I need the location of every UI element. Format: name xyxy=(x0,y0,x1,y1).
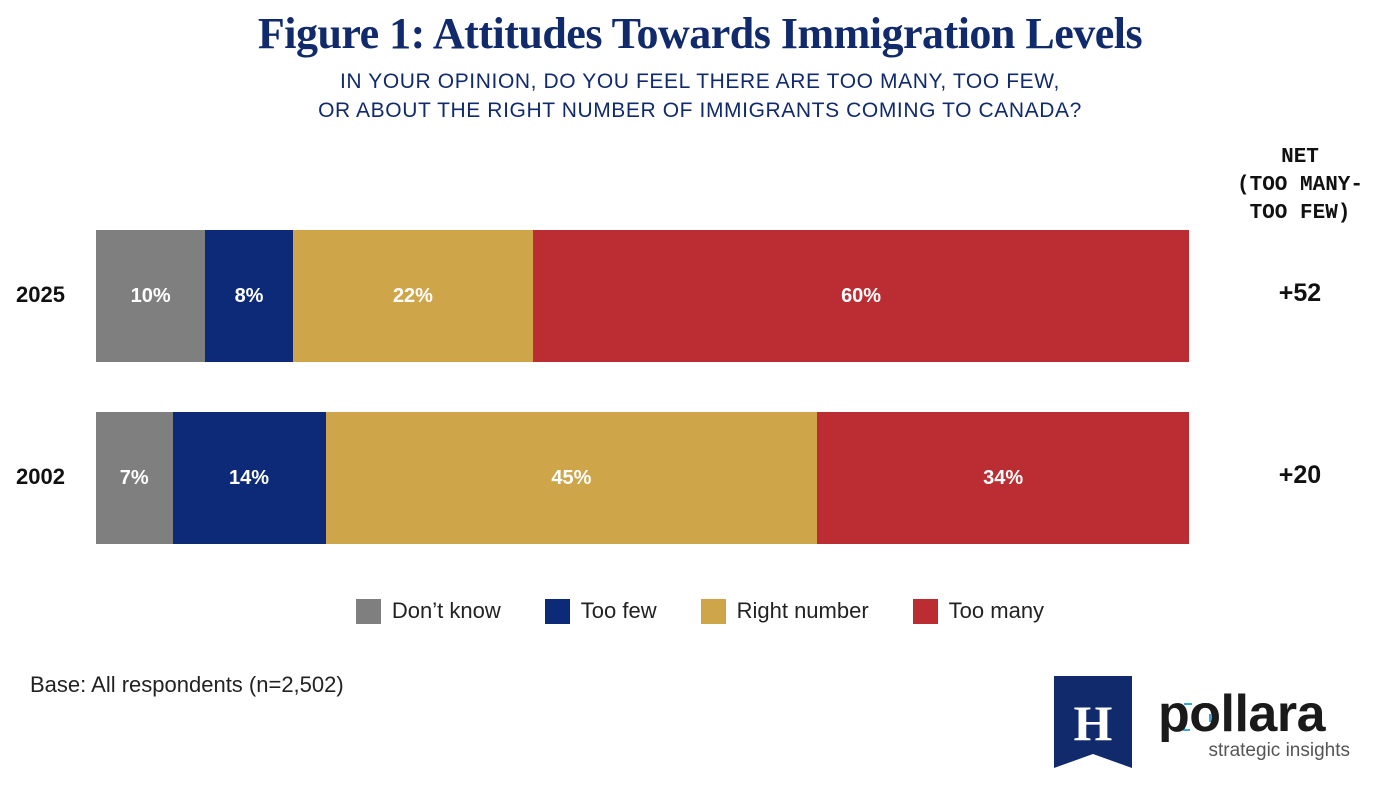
net-header-line-3: TOO FEW) xyxy=(1249,202,1351,225)
bar-segment-2002-0: 7% xyxy=(96,412,173,544)
legend-item-2: Right number xyxy=(700,598,869,624)
legend-item-0: Don’t know xyxy=(355,598,501,624)
chart-subtitle-line-2: OR ABOUT THE RIGHT NUMBER OF IMMIGRANTS … xyxy=(318,99,1082,122)
legend-swatch xyxy=(544,598,570,624)
row-label-2002: 2002 xyxy=(16,464,65,489)
net-header-line-2: (TOO MANY- xyxy=(1236,174,1364,197)
legend-label: Right number xyxy=(736,598,869,623)
chart-legend: Don’t know Too few Right number Too many xyxy=(0,598,1400,624)
brand-tagline: strategic insights xyxy=(1208,740,1350,761)
legend-swatch xyxy=(912,598,938,624)
bar-segment-2002-3: 34% xyxy=(817,412,1189,544)
data-label: 45% xyxy=(551,466,592,489)
chart-title: Figure 1: Attitudes Towards Immigration … xyxy=(257,9,1143,58)
row-label-2025: 2025 xyxy=(16,282,65,307)
bar-segment-2025-3: 60% xyxy=(533,230,1189,362)
chart-subtitle-line-1: IN YOUR OPINION, DO YOU FEEL THERE ARE T… xyxy=(340,70,1060,93)
data-label: 10% xyxy=(130,284,171,307)
bar-segment-2002-2: 45% xyxy=(325,412,818,544)
legend-label: Don’t know xyxy=(391,598,501,623)
legend-label: Too many xyxy=(948,598,1045,623)
data-label: 14% xyxy=(228,466,270,489)
net-value-2025: +52 xyxy=(1278,279,1322,307)
bar-segment-2025-0: 10% xyxy=(96,230,206,362)
data-label: 22% xyxy=(392,284,433,307)
logo-letter: H xyxy=(1074,695,1113,751)
legend-item-1: Too few xyxy=(544,598,657,624)
brand-name: pollara xyxy=(1158,685,1326,743)
pollara-logo: H xyxy=(1054,676,1211,768)
bar-segment-2002-1: 14% xyxy=(172,412,326,544)
legend-swatch xyxy=(700,598,726,624)
bar-segment-2025-1: 8% xyxy=(205,230,293,362)
net-header-line-1: NET xyxy=(1281,146,1319,169)
bar-segment-2025-2: 22% xyxy=(292,230,534,362)
base-note: Base: All respondents (n=2,502) xyxy=(30,672,344,697)
data-label: 60% xyxy=(841,284,882,307)
legend-swatch xyxy=(355,598,381,624)
data-label: 34% xyxy=(983,466,1024,489)
bar-2025: 10% 8% 22% 60% xyxy=(96,230,1189,362)
legend-item-3: Too many xyxy=(912,598,1045,624)
bar-2002: 7% 14% 45% 34% xyxy=(96,412,1189,544)
logo-banner-icon xyxy=(1054,676,1132,768)
data-label: 7% xyxy=(119,466,149,489)
net-value-2002: +20 xyxy=(1278,461,1322,489)
data-label: 8% xyxy=(234,284,264,307)
logo-accent-bracket-icon xyxy=(1183,703,1211,731)
legend-label: Too few xyxy=(580,598,657,623)
